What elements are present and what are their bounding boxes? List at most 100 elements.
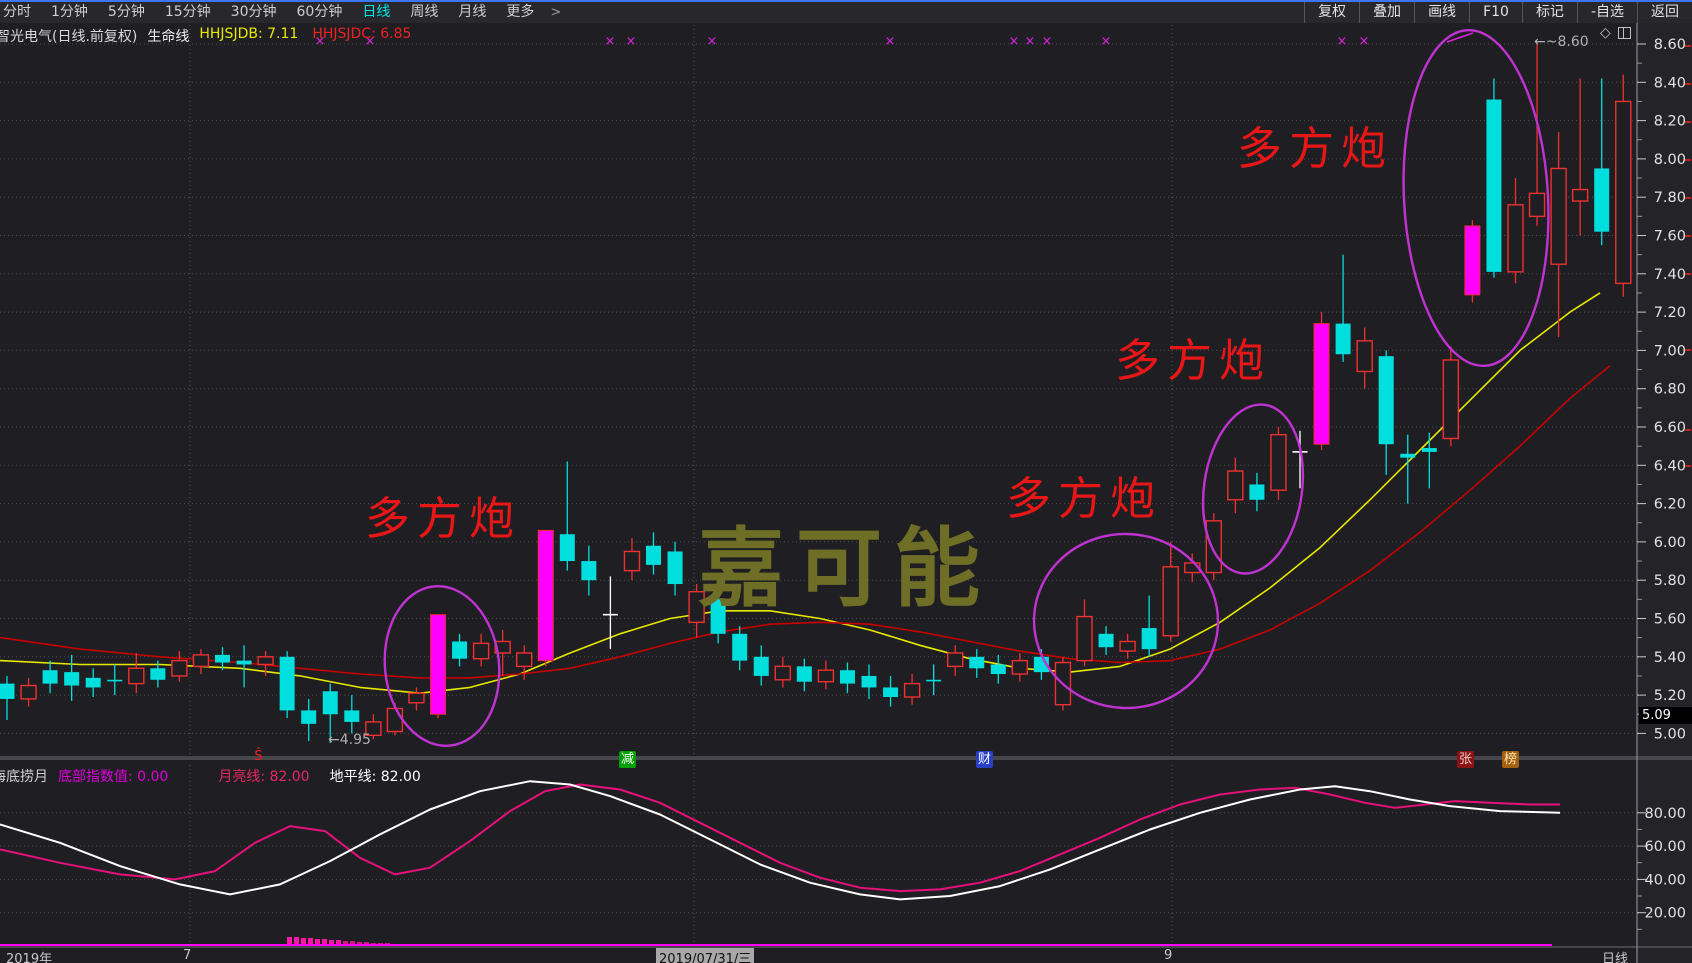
tab-1分钟[interactable]: 1分钟 [51, 4, 88, 20]
button-叠加[interactable]: 叠加 [1359, 2, 1414, 23]
signal-marker-减: 减 [619, 751, 636, 768]
drawn-cross-mark: × [626, 34, 637, 49]
y-axis-label: 5.00 [1654, 726, 1686, 742]
candle-body [1313, 323, 1330, 445]
diamond-icon[interactable]: ◇ [1600, 25, 1611, 41]
candle-body [85, 677, 101, 688]
candle-body [1594, 168, 1610, 232]
candle-body [1249, 484, 1265, 500]
signal-marker-榜: 榜 [1502, 751, 1519, 768]
sub-histogram-bar [301, 938, 306, 946]
candle-body [64, 672, 80, 686]
candle-body [537, 529, 554, 662]
x-axis-label: 2019/07/31/三 [656, 948, 755, 963]
split-pane-icon[interactable] [1617, 27, 1631, 39]
candle-body [1550, 167, 1567, 265]
tab-15分钟[interactable]: 15分钟 [164, 4, 211, 20]
indicator-value: HHJSJDC: 6.85 [312, 26, 412, 42]
candle-body [1356, 340, 1373, 373]
button-画线[interactable]: 画线 [1414, 2, 1469, 23]
drawn-cross-mark: × [1337, 34, 1348, 49]
tab-日线[interactable]: 日线 [362, 4, 391, 20]
drawn-cross-mark: × [1359, 34, 1370, 49]
sub-histogram-bar [294, 937, 299, 946]
candle-body [1571, 188, 1589, 202]
candle-body [257, 656, 274, 666]
y-axis-label: 6.00 [1654, 535, 1686, 551]
candle-body [1141, 628, 1157, 650]
candle-body [192, 654, 210, 668]
candle-body [494, 640, 511, 654]
bottom-line-pink [0, 783, 1560, 893]
tab-月线[interactable]: 月线 [458, 4, 487, 20]
y-axis-label: 7.40 [1654, 267, 1686, 283]
tab-分时[interactable]: 分时 [3, 4, 31, 20]
low-price-annotation: ←4.95 [328, 732, 371, 748]
sub-y-axis-label: 60.00 [1644, 839, 1686, 855]
candle-body [1528, 192, 1546, 218]
button-F10[interactable]: F10 [1469, 2, 1522, 23]
sub-indicator-value: 月亮线: 82.00 [218, 769, 310, 785]
tab-5分钟[interactable]: 5分钟 [107, 4, 145, 20]
button-标记[interactable]: 标记 [1521, 2, 1577, 23]
button-返回[interactable]: 返回 [1637, 2, 1692, 23]
signal-marker-财: 财 [976, 751, 993, 768]
candle-body [365, 721, 382, 737]
sub-histogram-bar [322, 939, 327, 946]
bottom-period-label: 日线 [1602, 952, 1629, 963]
candle-body [969, 656, 985, 669]
candle-body [215, 654, 230, 663]
toolbar-right-buttons: 复权 叠加 画线 F10 标记 -自选 返回 [1304, 2, 1692, 23]
tab-30分钟[interactable]: 30分钟 [230, 4, 277, 20]
period-tabs: 分时 1分钟 5分钟 15分钟 30分钟 60分钟 日线 周线 月线 更多 > [0, 2, 567, 23]
y-axis-label: 8.20 [1654, 114, 1686, 130]
candle-body [1119, 640, 1136, 652]
candle-body [753, 656, 769, 676]
drawn-cross-mark: × [1042, 34, 1053, 49]
button-复权[interactable]: 复权 [1304, 2, 1359, 23]
drawn-cross-mark: × [707, 34, 718, 49]
y-axis-label: 6.80 [1654, 382, 1686, 398]
candle-body [1076, 615, 1093, 662]
axis-column-bg [1638, 23, 1692, 963]
candle-body [883, 687, 899, 698]
y-axis-label: 6.40 [1654, 458, 1686, 474]
drawn-cross-mark: × [1101, 34, 1112, 49]
y-axis-label: 5.80 [1654, 573, 1686, 589]
candle-body [430, 614, 446, 715]
main-indicator-name: 生命线 [147, 29, 190, 45]
y-axis-label: 7.00 [1654, 343, 1686, 359]
drawn-segment [1446, 32, 1474, 43]
candle-body [926, 679, 942, 682]
candle-body [1378, 356, 1394, 445]
candle-body [947, 652, 964, 668]
sub-histogram-bar [329, 940, 334, 946]
chart-header: 智光电气(日线.前复权) 生命线 HHJSJDB: 7.11 HHJSJDC: 6… [0, 26, 411, 46]
tab-周线[interactable]: 周线 [410, 4, 439, 20]
candle-body [1335, 323, 1351, 355]
chevron-right-icon[interactable]: > [550, 5, 562, 20]
candle-body [732, 633, 748, 661]
candle-body [1270, 433, 1287, 491]
button--自选[interactable]: -自选 [1576, 2, 1637, 23]
candle-body [559, 534, 575, 562]
pattern-label-duofangpao-1: 多方炮 [365, 492, 522, 545]
sub-indicator-name: 海底捞月 [0, 769, 48, 785]
y-axis-label: 5.40 [1654, 650, 1686, 666]
tab-60分钟[interactable]: 60分钟 [296, 4, 343, 20]
candle-body [20, 684, 37, 700]
sub-indicator-value: 地平线: 82.00 [329, 769, 421, 785]
y-axis-label: 8.60 [1654, 37, 1686, 53]
sub-indicator-header: 海底捞月 底部指数值: 0.00 月亮线: 82.00 地平线: 82.00 [0, 766, 435, 786]
drawn-cross-mark: × [1025, 34, 1036, 49]
life-line-yellow [0, 292, 1601, 695]
candle-body [623, 550, 641, 572]
top-toolbar: 分时 1分钟 5分钟 15分钟 30分钟 60分钟 日线 周线 月线 更多 > 复权 叠加 画线 F10 标… [0, 0, 1692, 23]
tab-更多[interactable]: 更多 [506, 4, 535, 20]
sub-indicator-values: 底部指数值: 0.00 月亮线: 82.00 地平线: 82.00 [58, 766, 435, 786]
y-axis-label: 5.20 [1654, 688, 1686, 704]
candle-body [408, 692, 425, 704]
candle-body [128, 667, 145, 685]
candle-body [107, 679, 123, 682]
